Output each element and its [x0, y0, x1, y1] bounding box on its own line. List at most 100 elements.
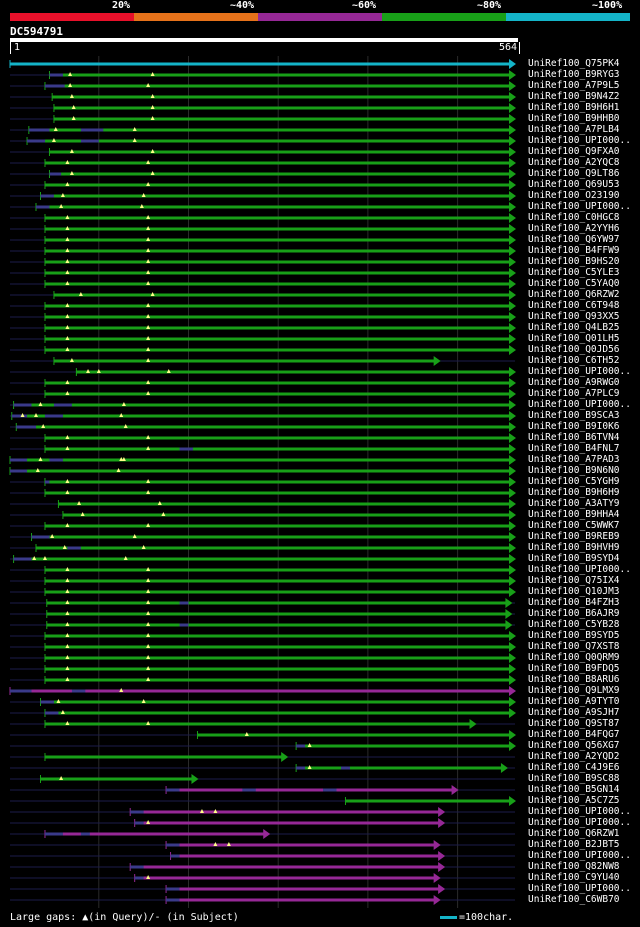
- query-gap-marker: [69, 149, 74, 153]
- hit-label[interactable]: UniRef100_B9REB9: [528, 531, 620, 542]
- query-gap-marker: [71, 116, 76, 120]
- hit-label[interactable]: UniRef100_B2JBT5: [528, 839, 620, 850]
- hit-label[interactable]: UniRef100_B9N6N0: [528, 465, 620, 476]
- hit-label[interactable]: UniRef100_Q6YW97: [528, 234, 620, 245]
- hit-label[interactable]: UniRef100_A2YQC8: [528, 157, 620, 168]
- query-gap-marker: [146, 875, 151, 879]
- hit-label[interactable]: UniRef100_UPI000..: [528, 135, 631, 146]
- hit-label[interactable]: UniRef100_C5YLE3: [528, 267, 620, 278]
- hit-label[interactable]: UniRef100_C6WB70: [528, 894, 620, 905]
- hit-label[interactable]: UniRef100_Q10JM3: [528, 586, 620, 597]
- hit-label[interactable]: UniRef100_B9SYD4: [528, 553, 620, 564]
- query-gap-marker: [146, 479, 151, 483]
- hit-label[interactable]: UniRef100_A9TYT0: [528, 696, 620, 707]
- hit-label[interactable]: UniRef100_C5YB28: [528, 619, 620, 630]
- hit-label[interactable]: UniRef100_Q75PK4: [528, 58, 620, 69]
- hit-label[interactable]: UniRef100_B9HHA4: [528, 509, 620, 520]
- hit-label[interactable]: UniRef100_B4FQG7: [528, 729, 620, 740]
- hit-arrowhead: [509, 345, 516, 355]
- query-gap-marker: [166, 369, 171, 373]
- hit-label[interactable]: UniRef100_Q9LT86: [528, 168, 620, 179]
- hit-arrowhead: [505, 598, 513, 608]
- hit-label[interactable]: UniRef100_A2YYH6: [528, 223, 620, 234]
- hit-label[interactable]: UniRef100_Q9LMX9: [528, 685, 620, 696]
- hit-label[interactable]: UniRef100_C5YAQ0: [528, 278, 620, 289]
- hit-label[interactable]: UniRef100_A7PAD3: [528, 454, 620, 465]
- hit-label[interactable]: UniRef100_UPI000..: [528, 817, 631, 828]
- hit-label[interactable]: UniRef100_A7PLB4: [528, 124, 620, 135]
- hit-label[interactable]: UniRef100_C0HGC8: [528, 212, 620, 223]
- hit-label[interactable]: UniRef100_B5GN14: [528, 784, 620, 795]
- hit-arrowhead: [509, 158, 516, 168]
- hit-label[interactable]: UniRef100_UPI000..: [528, 399, 631, 410]
- query-gap-marker: [123, 424, 128, 428]
- hit-label[interactable]: UniRef100_B9I0K6: [528, 421, 620, 432]
- hit-label[interactable]: UniRef100_A3ATY9: [528, 498, 620, 509]
- query-gap-marker: [56, 699, 61, 703]
- query-gap-marker: [42, 556, 47, 560]
- hit-label[interactable]: UniRef100_A7PLC9: [528, 388, 620, 399]
- query-gap-marker: [86, 369, 91, 373]
- hit-label[interactable]: UniRef100_UPI000..: [528, 564, 631, 575]
- hit-label[interactable]: UniRef100_Q0QRM9: [528, 652, 620, 663]
- hit-label[interactable]: UniRef100_B8ARU6: [528, 674, 620, 685]
- hit-label[interactable]: UniRef100_B9HVH9: [528, 542, 620, 553]
- hit-label[interactable]: UniRef100_C5WWK7: [528, 520, 620, 531]
- hit-label[interactable]: UniRef100_B9SC88: [528, 773, 620, 784]
- query-gap-marker: [53, 127, 58, 131]
- hit-label[interactable]: UniRef100_B9H6H1: [528, 102, 620, 113]
- hit-label[interactable]: UniRef100_A7P9L5: [528, 80, 620, 91]
- hit-label[interactable]: UniRef100_C6T948: [528, 300, 620, 311]
- hit-label[interactable]: UniRef100_Q0JD56: [528, 344, 620, 355]
- hit-label[interactable]: UniRef100_A2YQD2: [528, 751, 620, 762]
- hit-label[interactable]: UniRef100_C9YU40: [528, 872, 620, 883]
- hit-label[interactable]: UniRef100_B4FNL7: [528, 443, 620, 454]
- hit-label[interactable]: UniRef100_A9SJH7: [528, 707, 620, 718]
- query-gap-marker: [69, 94, 74, 98]
- query-gap-marker: [150, 292, 155, 296]
- hit-label[interactable]: UniRef100_B9FDQ5: [528, 663, 620, 674]
- hit-label[interactable]: UniRef100_Q7XST8: [528, 641, 620, 652]
- hit-label[interactable]: UniRef100_A5C7Z5: [528, 795, 620, 806]
- hit-label[interactable]: UniRef100_UPI000..: [528, 850, 631, 861]
- hit-label[interactable]: UniRef100_Q9FXA0: [528, 146, 620, 157]
- hit-label[interactable]: UniRef100_UPI000..: [528, 201, 631, 212]
- hit-arrowhead: [509, 444, 516, 454]
- hit-label[interactable]: UniRef100_A9RWG0: [528, 377, 620, 388]
- hit-label[interactable]: UniRef100_UPI000..: [528, 806, 631, 817]
- hit-label[interactable]: UniRef100_Q6RZW1: [528, 828, 620, 839]
- hit-label[interactable]: UniRef100_C4J9E6: [528, 762, 620, 773]
- hit-label[interactable]: UniRef100_B4FZH3: [528, 597, 620, 608]
- hit-label[interactable]: UniRef100_Q69U53: [528, 179, 620, 190]
- query-gap-marker: [65, 446, 70, 450]
- hit-label[interactable]: UniRef100_O23190: [528, 190, 620, 201]
- hit-label[interactable]: UniRef100_C5YGH9: [528, 476, 620, 487]
- hit-label[interactable]: UniRef100_C6TH52: [528, 355, 620, 366]
- query-gap-marker: [146, 83, 151, 87]
- hit-label[interactable]: UniRef100_B9SCA3: [528, 410, 620, 421]
- hit-arrowhead: [509, 532, 516, 542]
- hit-label[interactable]: UniRef100_Q01LH5: [528, 333, 620, 344]
- hit-label[interactable]: UniRef100_Q9ST87: [528, 718, 620, 729]
- hit-label[interactable]: UniRef100_UPI000..: [528, 883, 631, 894]
- query-gap-marker: [65, 490, 70, 494]
- hit-label[interactable]: UniRef100_B9H6H9: [528, 487, 620, 498]
- hit-label[interactable]: UniRef100_Q4LB25: [528, 322, 620, 333]
- query-gap-marker: [65, 567, 70, 571]
- hit-label[interactable]: UniRef100_B4FFW9: [528, 245, 620, 256]
- hit-label[interactable]: UniRef100_Q93XX5: [528, 311, 620, 322]
- hit-label[interactable]: UniRef100_B9HHB0: [528, 113, 620, 124]
- hit-label[interactable]: UniRef100_Q75IX4: [528, 575, 620, 586]
- hit-label[interactable]: UniRef100_UPI000..: [528, 366, 631, 377]
- hit-label[interactable]: UniRef100_B9HS20: [528, 256, 620, 267]
- query-gap-marker: [146, 215, 151, 219]
- hit-label[interactable]: UniRef100_B9RYG3: [528, 69, 620, 80]
- hit-label[interactable]: UniRef100_Q56XG7: [528, 740, 620, 751]
- hit-label[interactable]: UniRef100_B9N4Z2: [528, 91, 620, 102]
- hit-label[interactable]: UniRef100_B9SYD5: [528, 630, 620, 641]
- hit-label[interactable]: UniRef100_Q82NW8: [528, 861, 620, 872]
- query-gap-marker: [96, 369, 101, 373]
- hit-label[interactable]: UniRef100_B6TVN4: [528, 432, 620, 443]
- hit-label[interactable]: UniRef100_B6AJR9: [528, 608, 620, 619]
- hit-label[interactable]: UniRef100_Q6RZW2: [528, 289, 620, 300]
